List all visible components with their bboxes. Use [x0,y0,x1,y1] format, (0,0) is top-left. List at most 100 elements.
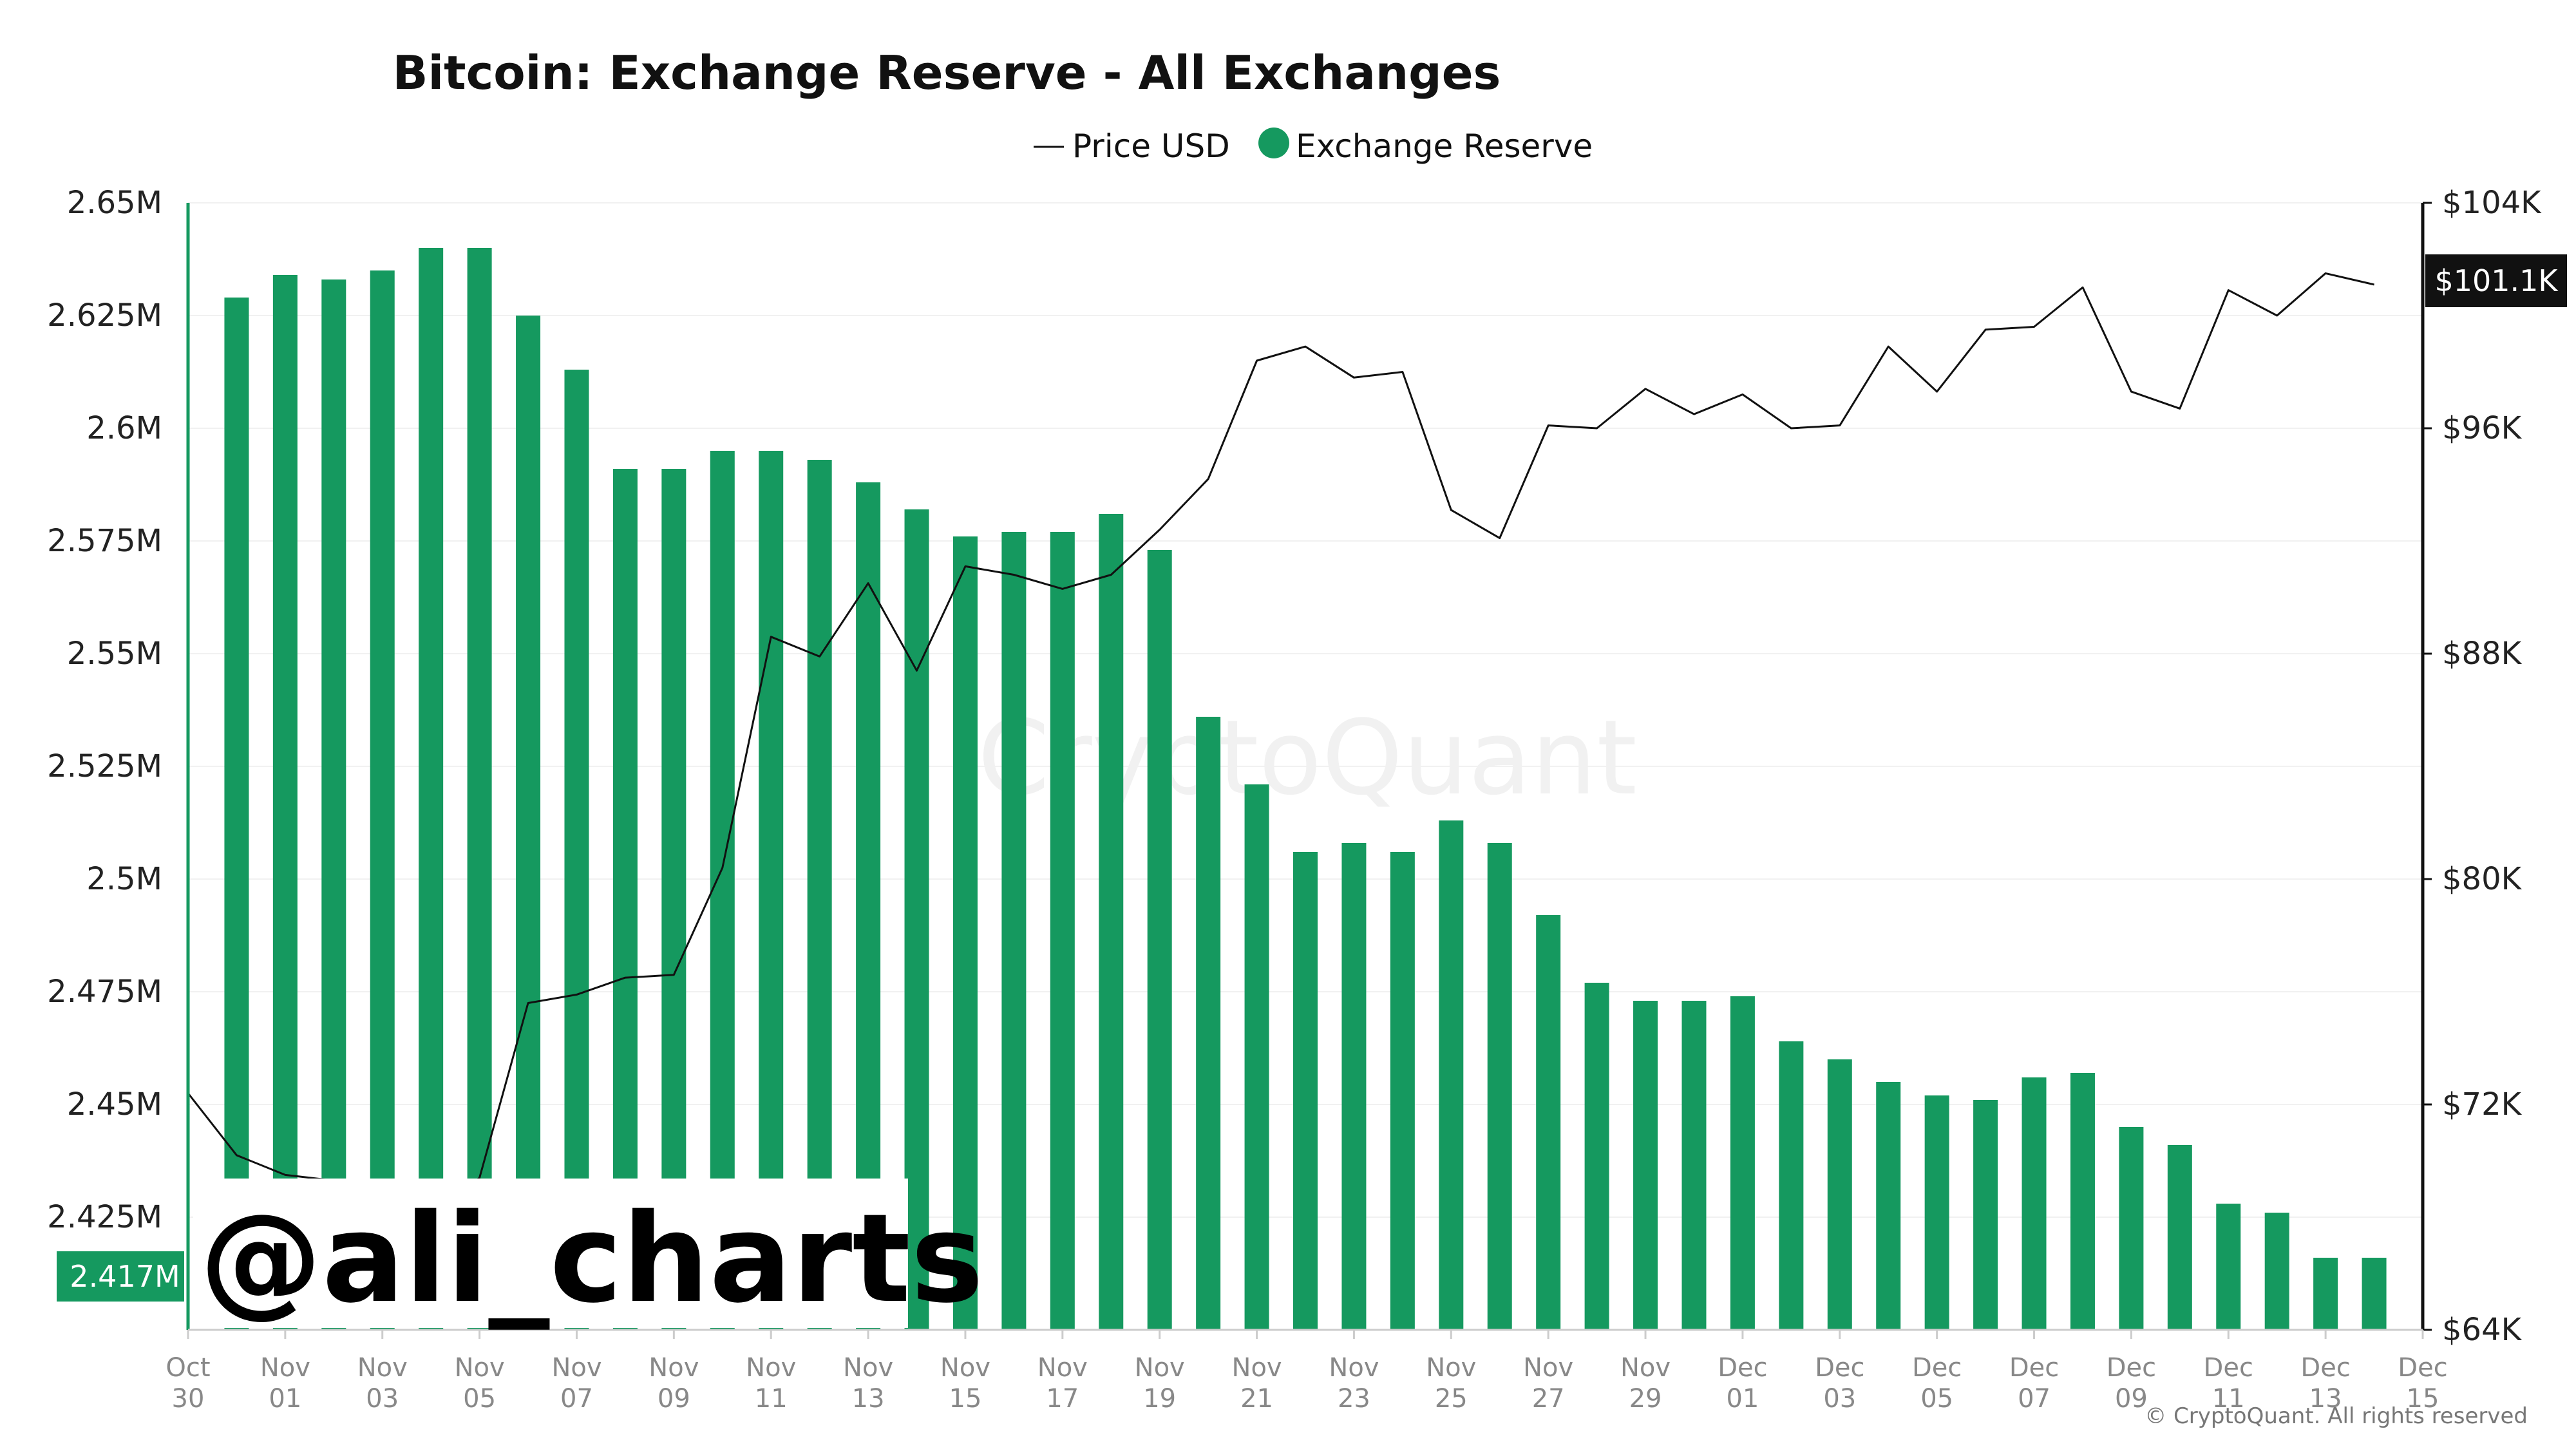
x-tick-label-day: 13 [2309,1384,2342,1414]
reserve-bar [1487,843,1512,1330]
reserve-bar [516,316,541,1330]
x-tick-label-month: Nov [649,1353,699,1383]
y-left-tick-label: 2.55M [67,636,162,672]
x-tick-label-day: 17 [1046,1384,1079,1414]
reserve-bar [1050,532,1075,1330]
y-left-tick-label: 2.5M [86,861,162,897]
copyright-notice: © CryptoQuant. All rights reserved [2145,1403,2528,1429]
x-tick-label-day: 27 [1532,1384,1565,1414]
x-tick-label-month: Nov [746,1353,796,1383]
x-tick-label-day: 01 [269,1384,301,1414]
x-tick-label-month: Dec [2398,1353,2447,1383]
y-left-tick-label: 2.525M [47,748,162,784]
reserve-bar [1827,1059,1852,1330]
x-tick-label-month: Nov [843,1353,893,1383]
y-left-tick-label: 2.6M [86,410,162,446]
x-tick-label-month: Nov [551,1353,601,1383]
reserve-bar [1001,532,1027,1330]
x-tick-label-month: Nov [1232,1353,1282,1383]
reserve-bar [2362,1258,2387,1330]
left-value-badge: 2.417M [57,1251,184,1302]
handle-overlay: @ali_charts [193,1179,983,1330]
y-left-tick-label: 2.425M [47,1199,162,1235]
y-right-tick-label: $96K [2442,410,2523,446]
chart-title: Bitcoin: Exchange Reserve - All Exchange… [393,46,1501,100]
x-axis-ticks: Oct30Nov01Nov03Nov05Nov07Nov09Nov11Nov13… [166,1330,2448,1414]
price-line-group [187,272,2374,1221]
reserve-bar [904,509,929,1330]
legend: Price USD Exchange Reserve [1034,128,1593,165]
y-left-tick-label: 2.45M [67,1086,162,1122]
reserve-bar [952,536,978,1330]
x-tick-label-month: Oct [166,1353,210,1383]
y-left-tick-label: 2.575M [47,523,162,559]
legend-label-reserve: Exchange Reserve [1296,128,1593,165]
reserve-bar [564,370,589,1330]
reserve-bar [1244,784,1269,1330]
reserve-bar [2119,1127,2144,1330]
x-tick-label-month: Dec [1912,1353,1962,1383]
right-value-badge: $101.1K [2425,254,2567,307]
left-axis-ticks: 2.65M 2.625M 2.6M 2.575M 2.55M 2.525M 2.5M 2.47… [47,185,162,1235]
reserve-bar [370,270,395,1330]
x-tick-label-month: Nov [1426,1353,1476,1383]
x-tick-label-day: 30 [172,1384,205,1414]
y-right-tick-label: $80K [2442,861,2523,897]
reserve-bar [1876,1082,1901,1330]
legend-label-price: Price USD [1072,128,1230,165]
right-value-badge-text: $101.1K [2434,263,2559,298]
handle-overlay-bg [193,1179,908,1328]
x-tick-label-day: 13 [852,1384,885,1414]
x-tick-label-day: 21 [1240,1384,1273,1414]
x-tick-label-day: 03 [1823,1384,1856,1414]
x-tick-label-month: Nov [455,1353,505,1383]
reserve-bar [1779,1041,1804,1330]
x-tick-label-day: 19 [1143,1384,1176,1414]
y-right-tick-label: $88K [2442,636,2523,672]
x-tick-label-day: 07 [560,1384,593,1414]
reserve-bar [1584,983,1609,1330]
x-tick-label-day: 23 [1338,1384,1370,1414]
x-tick-label-day: 15 [2407,1384,2439,1414]
x-tick-label-day: 01 [1726,1384,1759,1414]
y-left-tick-label: 2.625M [47,298,162,334]
x-tick-label-day: 11 [755,1384,788,1414]
x-tick-label-month: Nov [1523,1353,1573,1383]
reserve-bar [1730,996,1755,1330]
x-tick-label-month: Nov [940,1353,990,1383]
left-value-badge-bg [57,1251,184,1302]
reserve-bar [1973,1100,1998,1330]
x-tick-label-month: Nov [1620,1353,1671,1383]
x-tick-label-day: 11 [2212,1384,2245,1414]
reserve-bar [1536,915,1561,1330]
x-tick-label-day: 29 [1629,1384,1662,1414]
reserve-bar [1341,843,1367,1330]
x-tick-label-day: 05 [1920,1384,1953,1414]
x-tick-label-day: 07 [2018,1384,2050,1414]
x-tick-label-month: Dec [1718,1353,1767,1383]
reserve-bar [1196,717,1221,1330]
right-value-badge-bg [2425,254,2567,307]
x-tick-label-month: Dec [2300,1353,2350,1383]
x-tick-label-month: Dec [2204,1353,2253,1383]
y-right-tick-label: $104K [2442,185,2542,221]
x-tick-label-day: 09 [2115,1384,2148,1414]
reserve-bar [1147,550,1172,1330]
x-tick-label-month: Dec [2009,1353,2059,1383]
reserve-bar [419,248,444,1330]
price-line [187,272,2374,1221]
reserve-bar [2070,1073,2095,1330]
reserve-bar [467,248,492,1330]
x-tick-label-day: 05 [463,1384,496,1414]
y-right-tick-label: $72K [2442,1086,2523,1122]
reserve-bar [224,298,249,1330]
watermark: CryptoQuant [978,697,1637,818]
reserve-bar [1924,1095,1949,1330]
reserve-bar [2216,1204,2241,1330]
left-value-badge-text: 2.417M [70,1259,180,1294]
x-tick-label-month: Nov [357,1353,408,1383]
reserve-bar [1681,1001,1707,1330]
reserve-bar [2022,1077,2047,1330]
reserve-bar [2313,1258,2338,1330]
reserve-bar [1390,852,1415,1330]
